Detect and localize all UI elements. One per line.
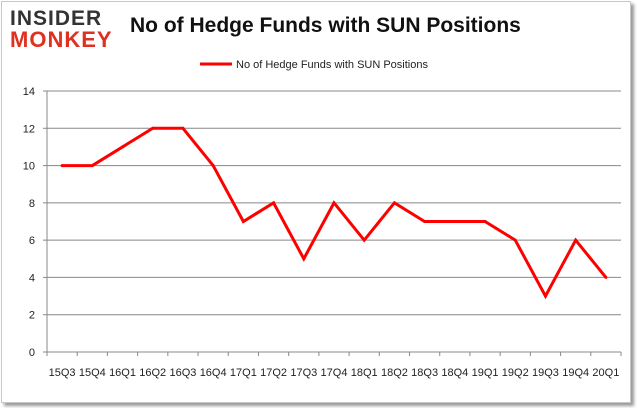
x-tick-label: 19Q2	[502, 367, 529, 379]
x-tick-label: 19Q3	[532, 367, 559, 379]
insider-monkey-logo: INSIDER MONKEY	[10, 8, 122, 51]
x-tick-label: 16Q3	[169, 367, 196, 379]
data-point	[513, 238, 517, 242]
x-tick-label: 17Q4	[321, 367, 348, 379]
data-point	[604, 275, 608, 279]
x-tick-label: 16Q1	[109, 367, 136, 379]
data-point	[543, 294, 547, 298]
x-tick-label: 18Q1	[351, 367, 378, 379]
y-tick-label: 2	[29, 310, 35, 322]
data-point	[362, 238, 366, 242]
chart-title: No of Hedge Funds with SUN Positions	[130, 14, 521, 37]
data-point	[483, 220, 487, 223]
y-tick-label: 12	[23, 123, 35, 135]
x-tick-label: 17Q1	[230, 367, 257, 379]
x-tick-label: 18Q2	[381, 367, 408, 379]
legend-label: No of Hedge Funds with SUN Positions	[236, 59, 428, 71]
data-point	[151, 126, 155, 130]
data-point	[302, 257, 306, 261]
series-line	[62, 126, 608, 300]
x-tick-label: 19Q4	[562, 367, 589, 379]
data-point	[90, 164, 94, 168]
x-tick-label: 16Q2	[139, 367, 166, 379]
data-point	[211, 164, 215, 168]
data-point	[392, 201, 396, 205]
data-point	[60, 164, 64, 168]
y-tick-label: 6	[29, 235, 35, 247]
chart-frame	[1, 1, 631, 403]
y-tick-label: 10	[23, 161, 35, 173]
y-tick-label: 14	[23, 86, 35, 98]
logo-text-bottom: MONKEY	[10, 27, 113, 52]
x-tick-label: 15Q4	[79, 367, 106, 379]
data-point	[241, 220, 245, 223]
y-tick-label: 8	[29, 198, 35, 210]
x-tick-label: 18Q4	[441, 367, 468, 379]
data-point	[181, 126, 185, 130]
data-point	[574, 238, 578, 242]
data-point	[423, 220, 427, 223]
y-tick-label: 0	[29, 347, 35, 359]
x-tick-label: 17Q3	[290, 367, 317, 379]
data-point	[332, 201, 336, 205]
logo-text-top: INSIDER	[10, 7, 103, 30]
x-tick-label: 19Q1	[472, 367, 499, 379]
x-tick-label: 17Q2	[260, 367, 287, 379]
x-tick-label: 16Q4	[200, 367, 227, 379]
x-tick-label: 15Q3	[49, 367, 76, 379]
x-tick-label: 18Q3	[411, 367, 438, 379]
x-tick-label: 20Q1	[592, 367, 619, 379]
y-tick-label: 4	[29, 272, 35, 284]
data-point	[121, 145, 125, 149]
data-point	[453, 220, 457, 223]
data-point	[272, 201, 276, 205]
